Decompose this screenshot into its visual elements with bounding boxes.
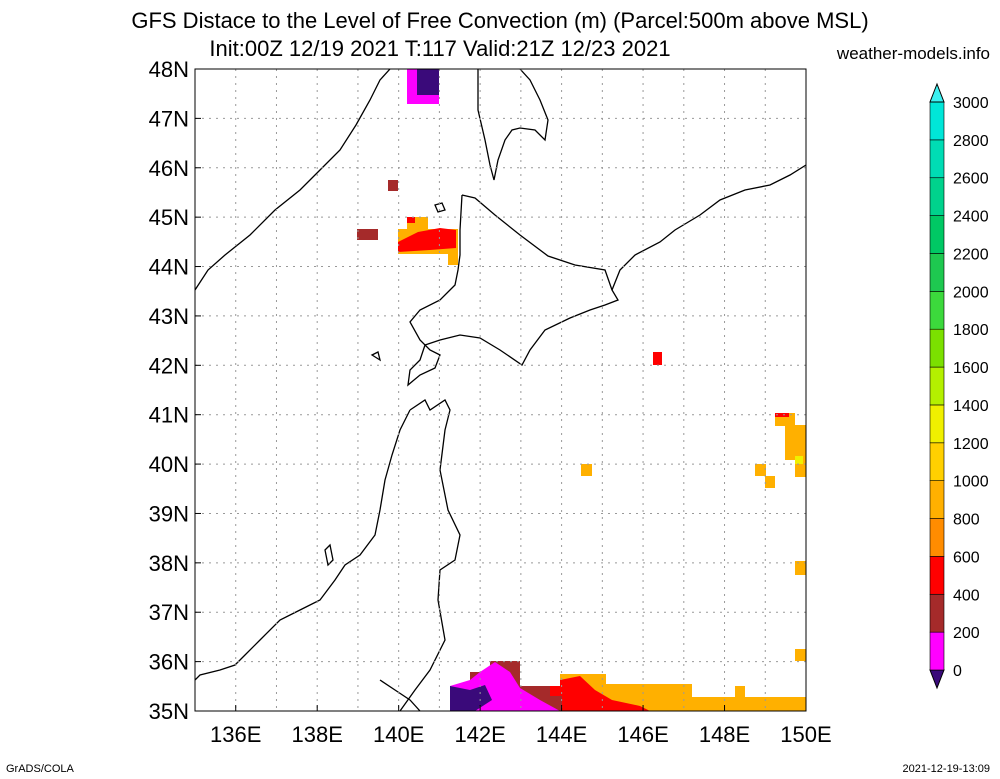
colorbar-label: 1000 — [953, 474, 989, 491]
colorbar-segment — [929, 291, 945, 330]
lon-label: 136E — [210, 722, 261, 747]
lon-label: 148E — [699, 722, 750, 747]
lat-label: 42N — [149, 353, 189, 378]
colorbar-label: 1200 — [953, 436, 989, 453]
colorbar: 0 200 400 600 800 1000 1200 1400 1600 1800 2000 220… — [929, 82, 989, 690]
colorbar-label: 1400 — [953, 398, 989, 415]
colorbar-segment — [929, 328, 945, 368]
colorbar-label: 800 — [953, 512, 980, 529]
colorbar-segment — [929, 593, 945, 633]
colorbar-over-triangle — [929, 82, 945, 103]
lat-label: 48N — [149, 57, 189, 82]
lon-label: 140E — [373, 722, 424, 747]
colorbar-segment — [929, 404, 945, 444]
lat-label: 41N — [149, 403, 189, 428]
colorbar-label: 200 — [953, 625, 980, 642]
colorbar-segment — [929, 139, 945, 179]
map-title: GFS Distace to the Level of Free Convect… — [131, 8, 869, 33]
colorbar-segment — [929, 177, 945, 216]
colorbar-label: 0 — [953, 663, 962, 680]
lon-label: 146E — [617, 722, 668, 747]
lon-label: 144E — [536, 722, 587, 747]
colorbar-segment — [929, 556, 945, 595]
colorbar-label: 3000 — [953, 95, 989, 112]
map-frame — [194, 68, 807, 712]
lat-label: 45N — [149, 205, 189, 230]
lon-label: 138E — [292, 722, 343, 747]
footer-timestamp: 2021-12-19-13:09 — [902, 763, 990, 775]
longitude-labels: 136E 138E 140E 142E 144E 146E 148E 150E — [210, 705, 832, 747]
colorbar-label: 2000 — [953, 284, 989, 301]
colorbar-segment — [929, 518, 945, 557]
coastlines — [195, 69, 806, 711]
lat-label: 44N — [149, 255, 189, 280]
colorbar-segment — [929, 215, 945, 254]
colorbar-label: 400 — [953, 587, 980, 604]
colorbar-label: 1600 — [953, 360, 989, 377]
lat-label: 35N — [149, 699, 189, 724]
colorbar-segment — [929, 101, 945, 141]
lat-lon-grid — [195, 69, 806, 711]
colorbar-under-triangle — [929, 669, 945, 690]
colorbar-label: 1800 — [953, 322, 989, 339]
lat-label: 37N — [149, 600, 189, 625]
map-subtitle: Init:00Z 12/19 2021 T:117 Valid:21Z 12/2… — [209, 36, 671, 61]
lat-label: 43N — [149, 304, 189, 329]
colorbar-segment — [929, 442, 945, 481]
colorbar-segment — [929, 631, 945, 671]
colorbar-label: 2800 — [953, 133, 989, 150]
lon-label: 150E — [780, 722, 831, 747]
lat-label: 46N — [149, 156, 189, 181]
colorbar-segment — [929, 366, 945, 406]
colorbar-label: 2600 — [953, 171, 989, 188]
lon-label: 142E — [454, 722, 505, 747]
colorbar-segment — [929, 480, 945, 519]
lat-label: 36N — [149, 650, 189, 675]
colorbar-label: 2400 — [953, 209, 989, 226]
colorbar-segment — [929, 253, 945, 292]
lat-label: 38N — [149, 551, 189, 576]
lat-label: 47N — [149, 106, 189, 131]
site-credit[interactable]: weather-models.info — [836, 44, 990, 63]
lat-label: 39N — [149, 501, 189, 526]
colorbar-label: 600 — [953, 549, 980, 566]
footer-software: GrADS/COLA — [6, 763, 74, 775]
latitude-labels: 48N 47N 46N 45N 44N 43N 42N 41N 40N 39N 38N 37N 36N 3… — [149, 57, 201, 724]
lfc-field — [357, 69, 806, 711]
colorbar-label: 2200 — [953, 246, 989, 263]
lat-label: 40N — [149, 452, 189, 477]
